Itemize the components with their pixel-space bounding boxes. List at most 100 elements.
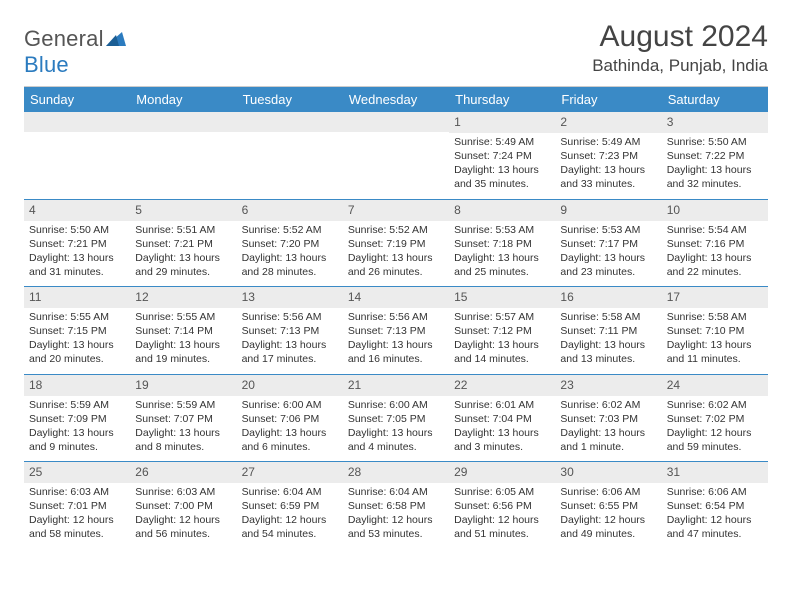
day-line: Sunset: 7:00 PM: [135, 500, 231, 513]
day-line: Daylight: 13 hours: [348, 339, 444, 352]
day-line: Daylight: 12 hours: [348, 514, 444, 527]
day-line: Sunset: 6:59 PM: [242, 500, 338, 513]
day-body: Sunrise: 5:50 AMSunset: 7:21 PMDaylight:…: [24, 221, 130, 287]
day-line: Sunrise: 6:06 AM: [667, 486, 763, 499]
day-line: and 22 minutes.: [667, 266, 763, 279]
day-body: Sunrise: 5:52 AMSunset: 7:19 PMDaylight:…: [343, 221, 449, 287]
day-body: Sunrise: 5:54 AMSunset: 7:16 PMDaylight:…: [662, 221, 768, 287]
day-line: Sunrise: 5:52 AM: [348, 224, 444, 237]
day-line: Daylight: 13 hours: [454, 339, 550, 352]
day-line: Daylight: 13 hours: [560, 252, 656, 265]
day-body: Sunrise: 6:02 AMSunset: 7:02 PMDaylight:…: [662, 396, 768, 462]
day-line: Sunset: 7:11 PM: [560, 325, 656, 338]
day-body: Sunrise: 6:02 AMSunset: 7:03 PMDaylight:…: [555, 396, 661, 462]
day-cell: 29Sunrise: 6:05 AMSunset: 6:56 PMDayligh…: [449, 462, 555, 549]
day-line: Daylight: 13 hours: [667, 252, 763, 265]
day-cell: [130, 112, 236, 199]
day-number: 5: [130, 200, 236, 221]
day-line: Sunset: 7:21 PM: [29, 238, 125, 251]
day-line: Sunrise: 5:53 AM: [454, 224, 550, 237]
day-header: Monday: [130, 87, 236, 112]
day-body: Sunrise: 6:06 AMSunset: 6:55 PMDaylight:…: [555, 483, 661, 549]
day-line: Daylight: 12 hours: [560, 514, 656, 527]
day-number: 27: [237, 462, 343, 483]
day-line: Sunset: 7:24 PM: [454, 150, 550, 163]
day-cell: 23Sunrise: 6:02 AMSunset: 7:03 PMDayligh…: [555, 375, 661, 462]
day-line: Daylight: 13 hours: [242, 339, 338, 352]
week-row: 25Sunrise: 6:03 AMSunset: 7:01 PMDayligh…: [24, 462, 768, 549]
header-row: General Blue August 2024 Bathinda, Punja…: [24, 20, 768, 78]
day-line: and 32 minutes.: [667, 178, 763, 191]
day-body: Sunrise: 5:55 AMSunset: 7:15 PMDaylight:…: [24, 308, 130, 374]
day-number: 31: [662, 462, 768, 483]
day-line: Sunset: 7:14 PM: [135, 325, 231, 338]
day-body: Sunrise: 5:59 AMSunset: 7:09 PMDaylight:…: [24, 396, 130, 462]
day-line: Sunrise: 5:58 AM: [667, 311, 763, 324]
location-text: Bathinda, Punjab, India: [592, 56, 768, 76]
day-number: 26: [130, 462, 236, 483]
day-cell: [343, 112, 449, 199]
day-cell: 17Sunrise: 5:58 AMSunset: 7:10 PMDayligh…: [662, 287, 768, 374]
day-body: Sunrise: 5:59 AMSunset: 7:07 PMDaylight:…: [130, 396, 236, 462]
day-line: Sunrise: 5:50 AM: [29, 224, 125, 237]
day-number: [343, 112, 449, 132]
day-line: Daylight: 13 hours: [242, 252, 338, 265]
day-line: Sunset: 7:16 PM: [667, 238, 763, 251]
day-number: 4: [24, 200, 130, 221]
day-line: and 14 minutes.: [454, 353, 550, 366]
day-line: Sunrise: 6:04 AM: [242, 486, 338, 499]
day-body: Sunrise: 5:57 AMSunset: 7:12 PMDaylight:…: [449, 308, 555, 374]
day-line: Sunset: 6:55 PM: [560, 500, 656, 513]
day-cell: 5Sunrise: 5:51 AMSunset: 7:21 PMDaylight…: [130, 200, 236, 287]
day-line: Sunrise: 5:50 AM: [667, 136, 763, 149]
day-body: Sunrise: 5:50 AMSunset: 7:22 PMDaylight:…: [662, 133, 768, 199]
day-line: Sunset: 7:13 PM: [242, 325, 338, 338]
day-line: Sunset: 7:19 PM: [348, 238, 444, 251]
week-row: 18Sunrise: 5:59 AMSunset: 7:09 PMDayligh…: [24, 375, 768, 463]
day-body: Sunrise: 5:56 AMSunset: 7:13 PMDaylight:…: [343, 308, 449, 374]
day-cell: 4Sunrise: 5:50 AMSunset: 7:21 PMDaylight…: [24, 200, 130, 287]
day-line: Sunset: 7:10 PM: [667, 325, 763, 338]
day-line: and 1 minute.: [560, 441, 656, 454]
day-line: Sunrise: 5:56 AM: [242, 311, 338, 324]
day-line: Daylight: 13 hours: [29, 252, 125, 265]
day-line: Daylight: 13 hours: [29, 427, 125, 440]
day-line: Sunset: 7:07 PM: [135, 413, 231, 426]
day-body: Sunrise: 5:55 AMSunset: 7:14 PMDaylight:…: [130, 308, 236, 374]
calendar-grid: SundayMondayTuesdayWednesdayThursdayFrid…: [24, 86, 768, 549]
day-number: 10: [662, 200, 768, 221]
day-line: and 59 minutes.: [667, 441, 763, 454]
day-body: [130, 132, 236, 190]
day-line: and 11 minutes.: [667, 353, 763, 366]
day-line: Sunrise: 5:54 AM: [667, 224, 763, 237]
day-line: Sunrise: 5:56 AM: [348, 311, 444, 324]
day-line: and 31 minutes.: [29, 266, 125, 279]
day-line: Sunset: 7:13 PM: [348, 325, 444, 338]
logo-triangle-icon: [106, 26, 126, 52]
day-line: Daylight: 12 hours: [29, 514, 125, 527]
day-number: 25: [24, 462, 130, 483]
day-line: Sunrise: 6:01 AM: [454, 399, 550, 412]
day-line: Sunset: 7:21 PM: [135, 238, 231, 251]
day-number: 20: [237, 375, 343, 396]
day-number: [237, 112, 343, 132]
day-line: Sunrise: 6:06 AM: [560, 486, 656, 499]
day-body: Sunrise: 6:04 AMSunset: 6:58 PMDaylight:…: [343, 483, 449, 549]
day-cell: 20Sunrise: 6:00 AMSunset: 7:06 PMDayligh…: [237, 375, 343, 462]
day-cell: 27Sunrise: 6:04 AMSunset: 6:59 PMDayligh…: [237, 462, 343, 549]
day-number: 2: [555, 112, 661, 133]
day-line: Daylight: 13 hours: [560, 164, 656, 177]
day-number: [24, 112, 130, 132]
day-line: Sunrise: 5:57 AM: [454, 311, 550, 324]
day-number: 13: [237, 287, 343, 308]
day-number: 18: [24, 375, 130, 396]
day-cell: 24Sunrise: 6:02 AMSunset: 7:02 PMDayligh…: [662, 375, 768, 462]
day-line: and 47 minutes.: [667, 528, 763, 541]
day-line: and 56 minutes.: [135, 528, 231, 541]
day-number: 9: [555, 200, 661, 221]
day-body: Sunrise: 5:53 AMSunset: 7:17 PMDaylight:…: [555, 221, 661, 287]
day-number: 21: [343, 375, 449, 396]
day-cell: [24, 112, 130, 199]
day-line: and 53 minutes.: [348, 528, 444, 541]
day-body: [24, 132, 130, 190]
